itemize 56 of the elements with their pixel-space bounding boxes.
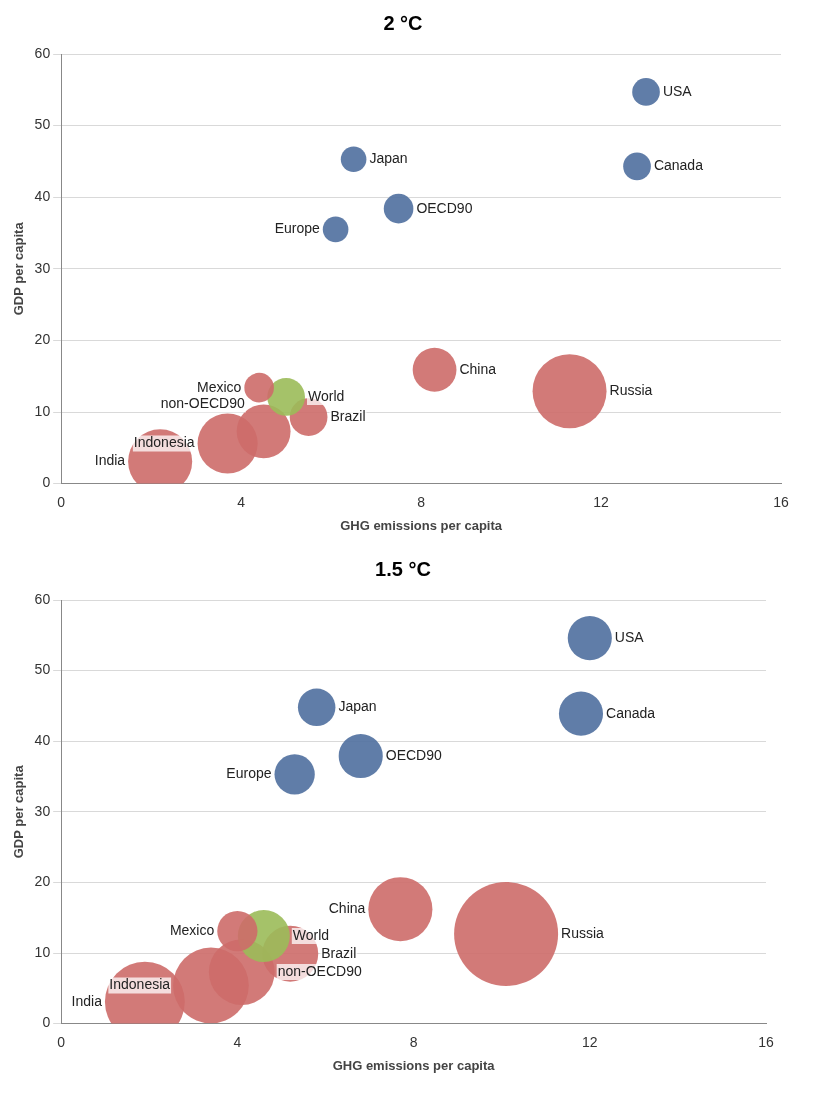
series-label: Mexico bbox=[169, 921, 215, 938]
y-tick-label: 40 bbox=[34, 188, 51, 205]
series-label: World bbox=[307, 387, 345, 404]
x-tick-label: 8 bbox=[417, 493, 426, 510]
series-label: Russia bbox=[609, 382, 653, 399]
series-label: Indonesia bbox=[109, 976, 171, 993]
series-label: non-OECD90 bbox=[277, 962, 362, 979]
series-label: Brazil bbox=[330, 407, 366, 424]
y-axis-title: GDP per capita bbox=[11, 221, 27, 316]
y-tick-label: 50 bbox=[34, 661, 51, 678]
y-tick-label: 20 bbox=[34, 331, 51, 348]
series-label: India bbox=[71, 992, 103, 1009]
y-tick-label: 0 bbox=[42, 1014, 51, 1031]
x-axis-title: GHG emissions per capita bbox=[340, 517, 503, 533]
x-tick-label: 4 bbox=[237, 493, 246, 510]
series-label: India bbox=[94, 452, 126, 469]
series-label: China bbox=[459, 360, 497, 377]
x-tick-label: 16 bbox=[773, 493, 789, 510]
series-label: Brazil bbox=[321, 944, 357, 961]
x-tick-label: 0 bbox=[57, 1033, 66, 1050]
series-label: Japan bbox=[369, 150, 408, 167]
y-tick-label: 60 bbox=[34, 590, 51, 607]
y-tick-label: 60 bbox=[34, 44, 51, 61]
series-label: Europe bbox=[226, 765, 272, 782]
series-label: USA bbox=[614, 628, 645, 645]
y-tick-label: 30 bbox=[34, 259, 51, 276]
x-axis-title: GHG emissions per capita bbox=[332, 1057, 496, 1073]
y-tick-label: 10 bbox=[34, 402, 51, 419]
x-tick-label: 12 bbox=[582, 1033, 598, 1050]
series-label: Japan bbox=[338, 698, 377, 715]
chart-title: 1.5 °C bbox=[375, 557, 431, 580]
x-tick-label: 8 bbox=[409, 1033, 418, 1050]
series-label: OECD90 bbox=[416, 199, 473, 216]
series-label: non-OECD90 bbox=[160, 395, 245, 412]
y-tick-label: 50 bbox=[34, 116, 51, 133]
y-tick-label: 40 bbox=[34, 732, 51, 749]
y-axis-title: GDP per capita bbox=[11, 764, 27, 859]
y-tick-label: 30 bbox=[34, 802, 51, 819]
x-tick-label: 12 bbox=[593, 493, 610, 510]
series-label: Europe bbox=[274, 220, 320, 237]
series-label: OECD90 bbox=[385, 746, 443, 763]
x-tick-label: 4 bbox=[233, 1033, 242, 1050]
y-tick-label: 0 bbox=[42, 474, 51, 491]
series-label: World bbox=[292, 926, 330, 943]
x-tick-label: 0 bbox=[57, 493, 66, 510]
series-label: Russia bbox=[561, 924, 605, 941]
y-tick-label: 20 bbox=[34, 873, 51, 890]
series-label: USA bbox=[662, 82, 693, 99]
series-label: Mexico bbox=[196, 378, 242, 395]
series-label: Indonesia bbox=[133, 434, 195, 451]
x-tick-label: 16 bbox=[758, 1033, 774, 1050]
chart-title: 2 °C bbox=[383, 11, 423, 34]
series-label: Canada bbox=[606, 704, 656, 721]
series-label: Canada bbox=[653, 157, 704, 174]
series-label: China bbox=[328, 900, 366, 917]
y-tick-label: 10 bbox=[34, 943, 51, 960]
